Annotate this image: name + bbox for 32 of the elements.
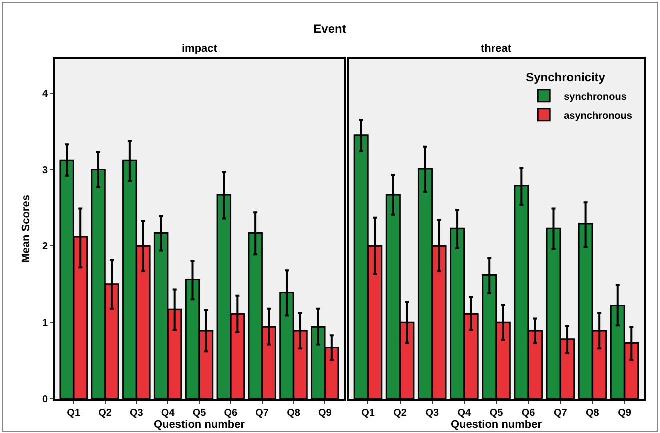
legend-title: Synchronicity	[526, 70, 606, 84]
x-tick-label: Q4	[458, 408, 472, 419]
x-tick-label: Q1	[67, 408, 81, 419]
x-tick-label: Q5	[490, 408, 504, 419]
x-tick-label: Q8	[287, 408, 301, 419]
chart-title: Event	[312, 22, 348, 36]
chart-title: threat	[481, 43, 512, 55]
y-tick-label: 3	[42, 165, 48, 176]
x-tick-label: Q1	[362, 408, 376, 419]
x-tick-label: Q2	[394, 408, 408, 419]
x-tick-label: Q7	[554, 408, 568, 419]
x-axis-title: Question number	[154, 419, 246, 431]
x-tick-label: Q6	[224, 408, 238, 419]
x-tick-label: Q8	[586, 408, 600, 419]
x-tick-label: Q3	[130, 408, 144, 419]
x-tick-label: Q3	[426, 408, 440, 419]
x-tick-label: Q5	[192, 408, 207, 419]
x-tick-label: Q4	[161, 408, 176, 419]
chart-subtitle: impact	[182, 43, 218, 55]
y-axis-title: Mean Scores	[20, 195, 33, 263]
x-tick-label: Q2	[98, 408, 112, 419]
x-tick-label: Q9	[318, 408, 332, 419]
x-tick-label: Q7	[256, 408, 270, 419]
x-axis-title: Question number	[450, 419, 543, 431]
y-tick-label: 2	[42, 242, 48, 253]
y-tick-label: 1	[42, 318, 48, 330]
legend-label: asynchronous	[564, 110, 633, 122]
y-tick-label: 0	[42, 394, 48, 406]
y-tick-label: 4	[42, 88, 48, 100]
x-tick-label: Q9	[618, 408, 632, 419]
legend-label: synchronous	[564, 92, 628, 103]
x-tick-label: Q6	[522, 408, 536, 419]
